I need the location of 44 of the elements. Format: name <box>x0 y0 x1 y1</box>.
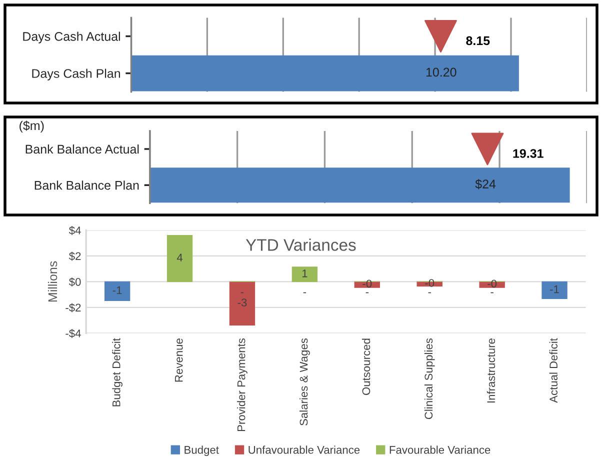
data-label: -0 <box>362 280 372 288</box>
y-tick-label: $4 <box>68 226 81 235</box>
y-tick-label: -$2 <box>66 303 81 312</box>
data-label: 8.15 <box>466 36 490 46</box>
x-tick-label: Actual Deficit <box>549 338 558 403</box>
y-tick-label: Days Cash Actual <box>23 32 120 44</box>
bar <box>229 281 256 326</box>
x-tick-label: Provider Payments <box>237 338 248 431</box>
x-tick-label: Budget Deficit <box>112 338 122 406</box>
data-label: -1 <box>112 286 122 294</box>
y-axis-title: Millions <box>48 261 58 302</box>
x-tick-label: Infrastructure <box>486 338 496 402</box>
data-label: 19.31 <box>513 149 544 158</box>
y-tick-label: $2 <box>68 252 81 261</box>
data-label: 10.20 <box>426 68 456 77</box>
bar <box>104 281 130 301</box>
bar <box>166 235 193 282</box>
chart-title: YTD Variances <box>246 238 356 251</box>
y-tick-label: Bank Balance Plan <box>34 180 139 190</box>
x-tick-label: Outsourced <box>362 338 370 395</box>
data-label: - <box>490 292 494 294</box>
y-tick-label: Days Cash Plan <box>32 68 120 80</box>
legend-label: Favourable Variance <box>390 446 490 454</box>
data-label: -0 <box>488 280 497 288</box>
bar <box>292 266 318 282</box>
data-label: 1 <box>302 270 308 278</box>
data-label: 4 <box>176 254 183 262</box>
y-tick-label: Bank Balance Actual <box>26 144 139 154</box>
data-label: - <box>303 292 306 294</box>
data-label: - <box>366 292 368 294</box>
y-tick-label: $0 <box>68 277 81 286</box>
data-label: $24 <box>475 179 496 190</box>
legend-label: Budget <box>184 446 219 456</box>
data-label: -3 <box>238 298 247 306</box>
data-label: - <box>240 292 244 294</box>
x-tick-label: Revenue <box>175 338 183 382</box>
bar <box>542 281 568 300</box>
x-tick-label: Salaries & Wages <box>300 338 310 426</box>
data-label: -1 <box>550 285 559 294</box>
data-label: - <box>428 292 431 294</box>
legend-label: Unfavourable Variance <box>248 446 360 454</box>
y-tick-label: -$4 <box>66 328 81 338</box>
x-tick-label: Clinical Supplies <box>424 338 435 420</box>
text: ($m) <box>20 120 44 133</box>
